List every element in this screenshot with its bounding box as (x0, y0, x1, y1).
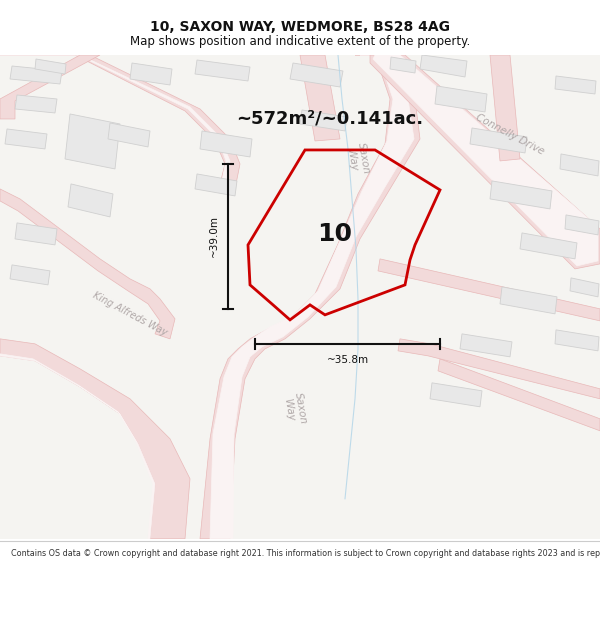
Text: Saxon
Way: Saxon Way (281, 391, 308, 426)
Polygon shape (435, 86, 487, 112)
Polygon shape (490, 181, 552, 209)
Polygon shape (378, 259, 600, 321)
Polygon shape (300, 55, 340, 141)
Polygon shape (200, 55, 420, 539)
Polygon shape (0, 55, 100, 119)
Text: Contains OS data © Crown copyright and database right 2021. This information is : Contains OS data © Crown copyright and d… (11, 549, 600, 558)
Polygon shape (430, 383, 482, 407)
Polygon shape (560, 154, 599, 176)
Text: King Alfreds Way: King Alfreds Way (91, 290, 169, 338)
Polygon shape (68, 184, 113, 217)
Polygon shape (0, 55, 230, 185)
Polygon shape (460, 334, 512, 357)
Polygon shape (470, 128, 527, 153)
Text: 10, SAXON WAY, WEDMORE, BS28 4AG: 10, SAXON WAY, WEDMORE, BS28 4AG (150, 20, 450, 34)
Polygon shape (390, 57, 416, 73)
Polygon shape (370, 55, 600, 269)
Text: Saxon
Way: Saxon Way (344, 141, 371, 177)
Polygon shape (520, 233, 577, 259)
Polygon shape (108, 123, 150, 147)
Polygon shape (570, 278, 599, 297)
Text: ~39.0m: ~39.0m (209, 216, 219, 258)
Polygon shape (0, 354, 155, 539)
Polygon shape (420, 55, 467, 77)
Polygon shape (65, 114, 120, 169)
Polygon shape (195, 174, 237, 196)
Polygon shape (555, 76, 596, 94)
Polygon shape (200, 131, 252, 157)
Polygon shape (5, 129, 47, 149)
Polygon shape (15, 223, 57, 245)
Polygon shape (35, 59, 66, 74)
Polygon shape (398, 339, 600, 399)
Polygon shape (373, 55, 598, 266)
Polygon shape (10, 265, 50, 285)
Polygon shape (0, 339, 190, 539)
Polygon shape (500, 287, 557, 314)
Polygon shape (438, 359, 600, 431)
Text: Map shows position and indicative extent of the property.: Map shows position and indicative extent… (130, 35, 470, 48)
Polygon shape (195, 60, 250, 81)
Text: Connelly Drive: Connelly Drive (474, 112, 546, 156)
Polygon shape (210, 55, 414, 539)
Polygon shape (490, 55, 520, 161)
Text: 10: 10 (317, 222, 353, 246)
Polygon shape (15, 95, 57, 113)
Polygon shape (0, 189, 175, 339)
Polygon shape (565, 215, 599, 235)
Text: ~572m²/~0.141ac.: ~572m²/~0.141ac. (236, 110, 424, 128)
Polygon shape (10, 66, 62, 84)
Polygon shape (555, 330, 599, 351)
Polygon shape (290, 63, 343, 87)
Polygon shape (0, 55, 240, 189)
Text: ~35.8m: ~35.8m (326, 355, 368, 365)
Polygon shape (130, 63, 172, 85)
Polygon shape (300, 110, 347, 131)
